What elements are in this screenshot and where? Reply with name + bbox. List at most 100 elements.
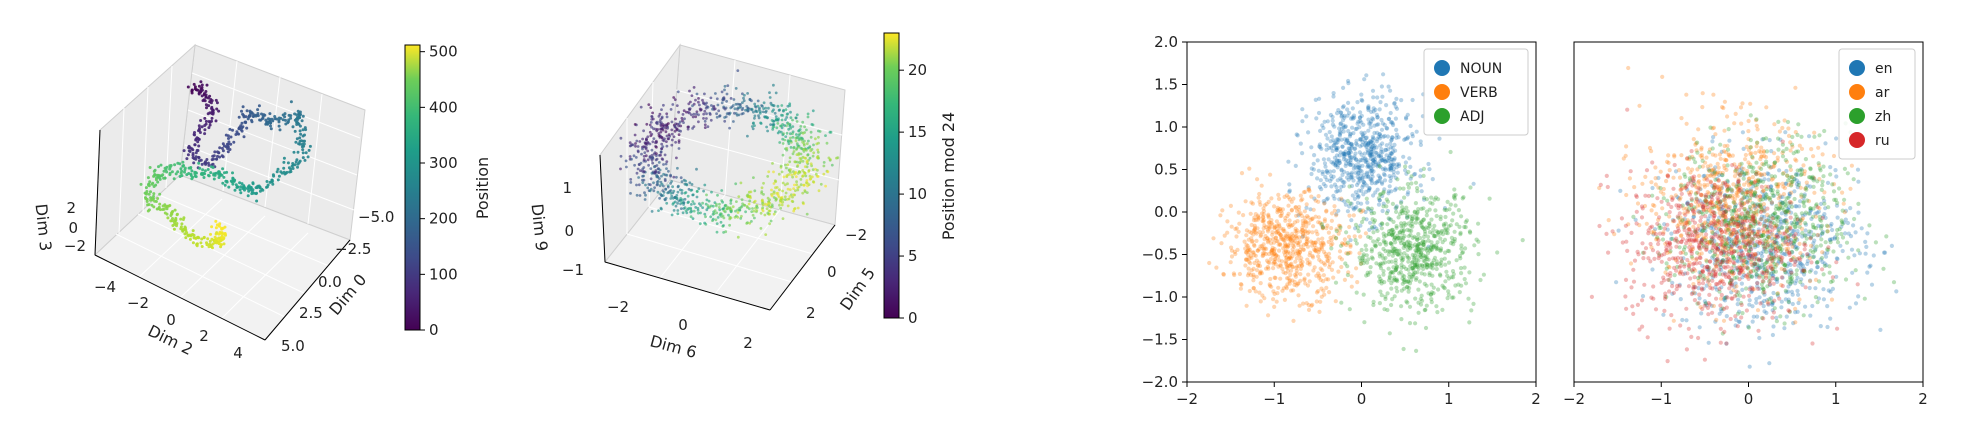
data-point <box>1368 169 1373 174</box>
data-point <box>1317 247 1322 252</box>
data-point <box>1358 176 1363 181</box>
data-point <box>781 137 785 141</box>
data-point <box>269 127 273 131</box>
data-point <box>1360 134 1366 139</box>
data-point <box>1392 101 1397 106</box>
data-point <box>1850 270 1855 275</box>
data-point <box>1369 211 1374 216</box>
data-point <box>1653 165 1658 170</box>
data-point <box>670 128 674 132</box>
data-point <box>1380 94 1385 99</box>
data-point <box>760 186 764 190</box>
data-point <box>1370 217 1375 222</box>
data-point <box>694 98 697 102</box>
data-point <box>221 181 225 185</box>
data-point <box>1430 231 1435 236</box>
data-point <box>1355 174 1360 179</box>
data-point <box>1246 259 1252 264</box>
data-point <box>1458 266 1464 271</box>
data-point <box>1406 169 1411 175</box>
data-point <box>199 80 203 84</box>
data-point <box>633 133 637 137</box>
data-point <box>715 202 718 206</box>
data-point <box>660 182 664 186</box>
data-point <box>1258 234 1263 239</box>
data-point <box>795 183 799 187</box>
data-point <box>780 124 783 128</box>
y-tick-label: −0.5 <box>1142 246 1178 264</box>
data-point <box>1278 276 1283 281</box>
data-point <box>1289 207 1294 212</box>
data-point <box>1366 151 1371 156</box>
data-point <box>1743 152 1748 158</box>
data-point <box>1748 101 1753 106</box>
data-point <box>278 128 282 132</box>
data-point <box>1388 166 1393 171</box>
data-point <box>201 168 205 172</box>
data-point <box>801 120 805 124</box>
data-point <box>1384 204 1389 209</box>
data-point <box>1337 255 1342 260</box>
data-point <box>1245 248 1250 253</box>
data-point <box>678 188 682 192</box>
data-point <box>1381 172 1387 177</box>
data-point <box>1823 141 1828 146</box>
data-point <box>1358 173 1363 178</box>
data-point <box>1324 208 1329 213</box>
data-point <box>659 124 663 127</box>
data-point <box>1255 217 1260 222</box>
data-point <box>759 110 762 114</box>
data-point <box>1348 142 1353 147</box>
data-point <box>180 222 184 226</box>
data-point <box>805 191 809 195</box>
data-point <box>1350 116 1355 121</box>
data-point <box>1399 317 1404 322</box>
data-point <box>1252 215 1257 220</box>
data-point <box>670 194 674 198</box>
data-point <box>1390 135 1395 140</box>
data-point <box>808 156 812 160</box>
data-point <box>1251 218 1257 223</box>
data-point <box>762 181 765 185</box>
data-point <box>1327 265 1332 270</box>
data-point <box>692 209 696 213</box>
data-point <box>1324 177 1329 182</box>
data-point <box>1249 200 1254 205</box>
data-point <box>1406 267 1411 272</box>
data-point <box>1237 271 1242 277</box>
data-point <box>286 161 290 165</box>
data-point <box>1265 236 1270 241</box>
data-point <box>1275 239 1280 244</box>
data-point <box>1815 210 1820 215</box>
data-point <box>1375 115 1380 120</box>
data-point <box>1847 305 1852 310</box>
data-point <box>1309 303 1314 308</box>
data-point <box>1328 169 1333 174</box>
data-point <box>1381 272 1386 277</box>
data-point <box>1424 213 1429 218</box>
data-point <box>215 157 219 161</box>
data-point <box>1841 201 1846 206</box>
data-point <box>1349 218 1354 223</box>
data-point <box>1363 141 1369 146</box>
data-point <box>1270 247 1275 253</box>
data-point <box>789 139 793 143</box>
data-point <box>1257 263 1263 269</box>
data-point <box>1377 254 1382 259</box>
data-point <box>1303 219 1308 224</box>
data-point <box>1300 225 1305 230</box>
data-point <box>1392 188 1398 193</box>
data-point <box>248 114 251 118</box>
data-point <box>1323 132 1329 137</box>
data-point <box>1339 197 1344 203</box>
data-point <box>1271 261 1276 266</box>
data-point <box>1366 141 1371 146</box>
data-point <box>1399 200 1404 206</box>
data-point <box>1308 250 1313 255</box>
data-point <box>1356 119 1361 124</box>
data-point <box>1339 110 1344 115</box>
data-point <box>664 123 667 127</box>
data-point <box>1358 144 1363 149</box>
data-point <box>1856 294 1861 299</box>
